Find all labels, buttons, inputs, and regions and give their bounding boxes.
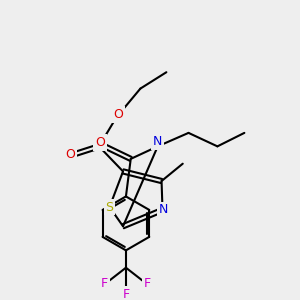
Text: N: N bbox=[153, 135, 162, 148]
Text: O: O bbox=[65, 148, 75, 160]
Text: O: O bbox=[113, 108, 123, 121]
Text: S: S bbox=[106, 200, 114, 214]
Text: F: F bbox=[143, 277, 151, 290]
Text: N: N bbox=[159, 203, 168, 216]
Text: O: O bbox=[95, 136, 105, 149]
Text: F: F bbox=[122, 288, 130, 300]
Text: F: F bbox=[101, 277, 108, 290]
